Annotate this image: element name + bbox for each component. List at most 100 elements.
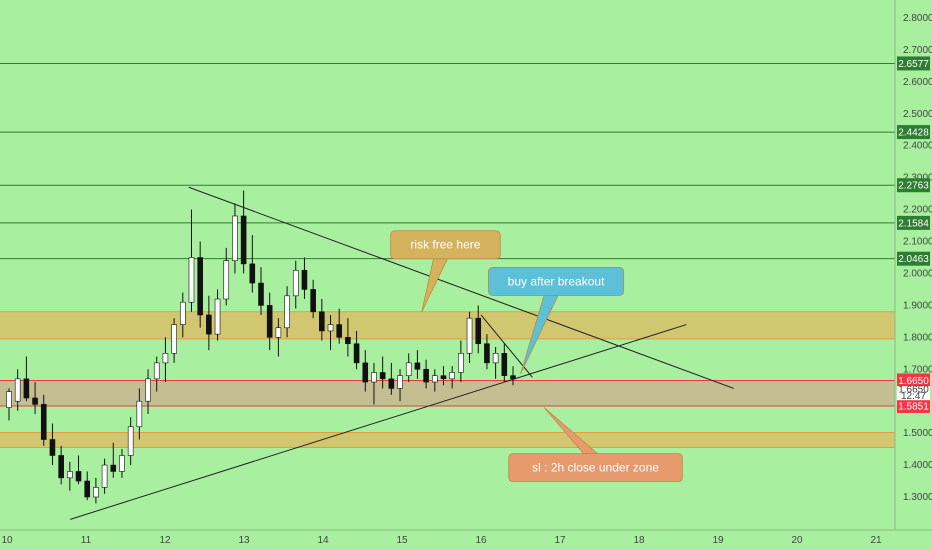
- candle-body: [23, 378, 30, 399]
- level-tag-label: 1.6650: [898, 376, 929, 387]
- candle-body: [153, 362, 160, 380]
- candle-body: [49, 439, 56, 456]
- annotations-layer: risk free here buy after breakout sl : 2h …: [390, 230, 683, 483]
- callout-text: risk free here: [410, 238, 480, 252]
- y-tick-label: 2.5000: [903, 109, 932, 120]
- x-tick-label: 21: [870, 535, 882, 546]
- candle-body: [258, 282, 264, 306]
- candle-body: [292, 269, 299, 297]
- candle-body: [171, 324, 177, 354]
- candle-body: [397, 375, 403, 389]
- x-tick-label: 14: [317, 535, 329, 546]
- candle-body: [345, 337, 351, 345]
- candle-body: [501, 352, 508, 376]
- candle-body: [232, 215, 238, 261]
- x-tick-label: 19: [712, 535, 724, 546]
- y-tick-label: 2.2000: [903, 205, 932, 216]
- candle-body: [466, 317, 473, 354]
- price-readout-box: [897, 386, 930, 401]
- candle-body: [188, 257, 195, 303]
- level-tag: [897, 215, 930, 230]
- trendline: [70, 324, 687, 520]
- y-tick-label: 2.6000: [903, 77, 932, 88]
- level-tag-label: 2.2763: [898, 181, 929, 192]
- candle-body: [119, 455, 125, 472]
- candle-body: [75, 471, 82, 482]
- candle-body: [379, 372, 386, 380]
- candle-body: [32, 397, 38, 405]
- candle-body: [67, 471, 73, 479]
- candle-body: [6, 391, 12, 408]
- x-tick-label: 18: [633, 535, 645, 546]
- candle-body: [414, 362, 421, 370]
- candle-body: [223, 260, 230, 300]
- y-tick-label: 2.8000: [903, 13, 932, 24]
- candle-body: [492, 352, 499, 364]
- candle-body: [458, 352, 464, 373]
- candle-body: [179, 301, 186, 325]
- candle-body: [93, 487, 99, 498]
- candle-body: [84, 480, 91, 498]
- x-tick-label: 17: [554, 535, 566, 546]
- price-readout-primary: 1.6650: [898, 385, 929, 396]
- x-tick-label: 15: [396, 535, 408, 546]
- y-tick-label: 2.7000: [903, 45, 932, 56]
- x-tick-label: 20: [791, 535, 803, 546]
- candle-body: [484, 343, 490, 364]
- level-tag-label: 1.5851: [898, 401, 929, 412]
- x-tick-label: 11: [81, 535, 92, 546]
- candle-body: [275, 327, 282, 338]
- level-tag: [897, 56, 930, 71]
- y-tick-label: 1.9000: [903, 300, 932, 311]
- level-tag: [897, 178, 930, 193]
- candle-body: [58, 455, 64, 479]
- x-tick-label: 16: [475, 535, 487, 546]
- candle-body: [197, 257, 203, 316]
- candle-body: [249, 263, 256, 284]
- y-tick-label: 2.3000: [903, 173, 932, 184]
- callout-box: [508, 453, 683, 483]
- candle-body: [475, 317, 482, 345]
- candle-body: [310, 289, 316, 313]
- level-tag-label: 2.6577: [898, 59, 929, 70]
- callout-box: [488, 267, 625, 296]
- candle-body: [240, 215, 247, 265]
- trendline: [188, 186, 734, 389]
- y-tick-label: 1.5000: [903, 428, 932, 439]
- zone-rect: [0, 432, 895, 448]
- candle-body: [136, 400, 143, 428]
- zone-rect: [0, 311, 895, 339]
- candle-body: [449, 372, 455, 380]
- level-tag-label: 2.0463: [898, 254, 929, 265]
- candle-body: [431, 375, 438, 383]
- y-tick-label: 2.1000: [903, 237, 932, 248]
- candle-body: [440, 375, 447, 380]
- candle-body: [423, 368, 429, 383]
- callout-text: buy after breakout: [508, 274, 605, 288]
- candle-body: [371, 372, 377, 383]
- candle-body: [14, 378, 21, 402]
- level-tag: [897, 373, 930, 388]
- y-tick-label: 1.8000: [903, 332, 932, 343]
- x-tick-label: 10: [1, 535, 13, 546]
- level-tag-label: 2.1584: [898, 218, 929, 229]
- candle-body: [353, 343, 360, 364]
- level-tag: [897, 251, 930, 266]
- y-tick-label: 2.0000: [903, 268, 932, 279]
- candle-body: [388, 378, 395, 389]
- level-tag: [897, 125, 930, 140]
- candle-body: [510, 375, 516, 380]
- candle-body: [336, 324, 343, 338]
- candle-body: [145, 378, 151, 402]
- candle-body: [301, 269, 308, 290]
- candle-body: [214, 298, 221, 335]
- candle-body: [319, 311, 325, 332]
- x-tick-label: 13: [238, 535, 250, 546]
- y-tick-label: 1.3000: [903, 492, 932, 503]
- level-tag-label: 2.4428: [898, 128, 929, 139]
- candle-body: [405, 362, 412, 376]
- candle-body: [206, 314, 212, 335]
- callout-box: [390, 230, 501, 260]
